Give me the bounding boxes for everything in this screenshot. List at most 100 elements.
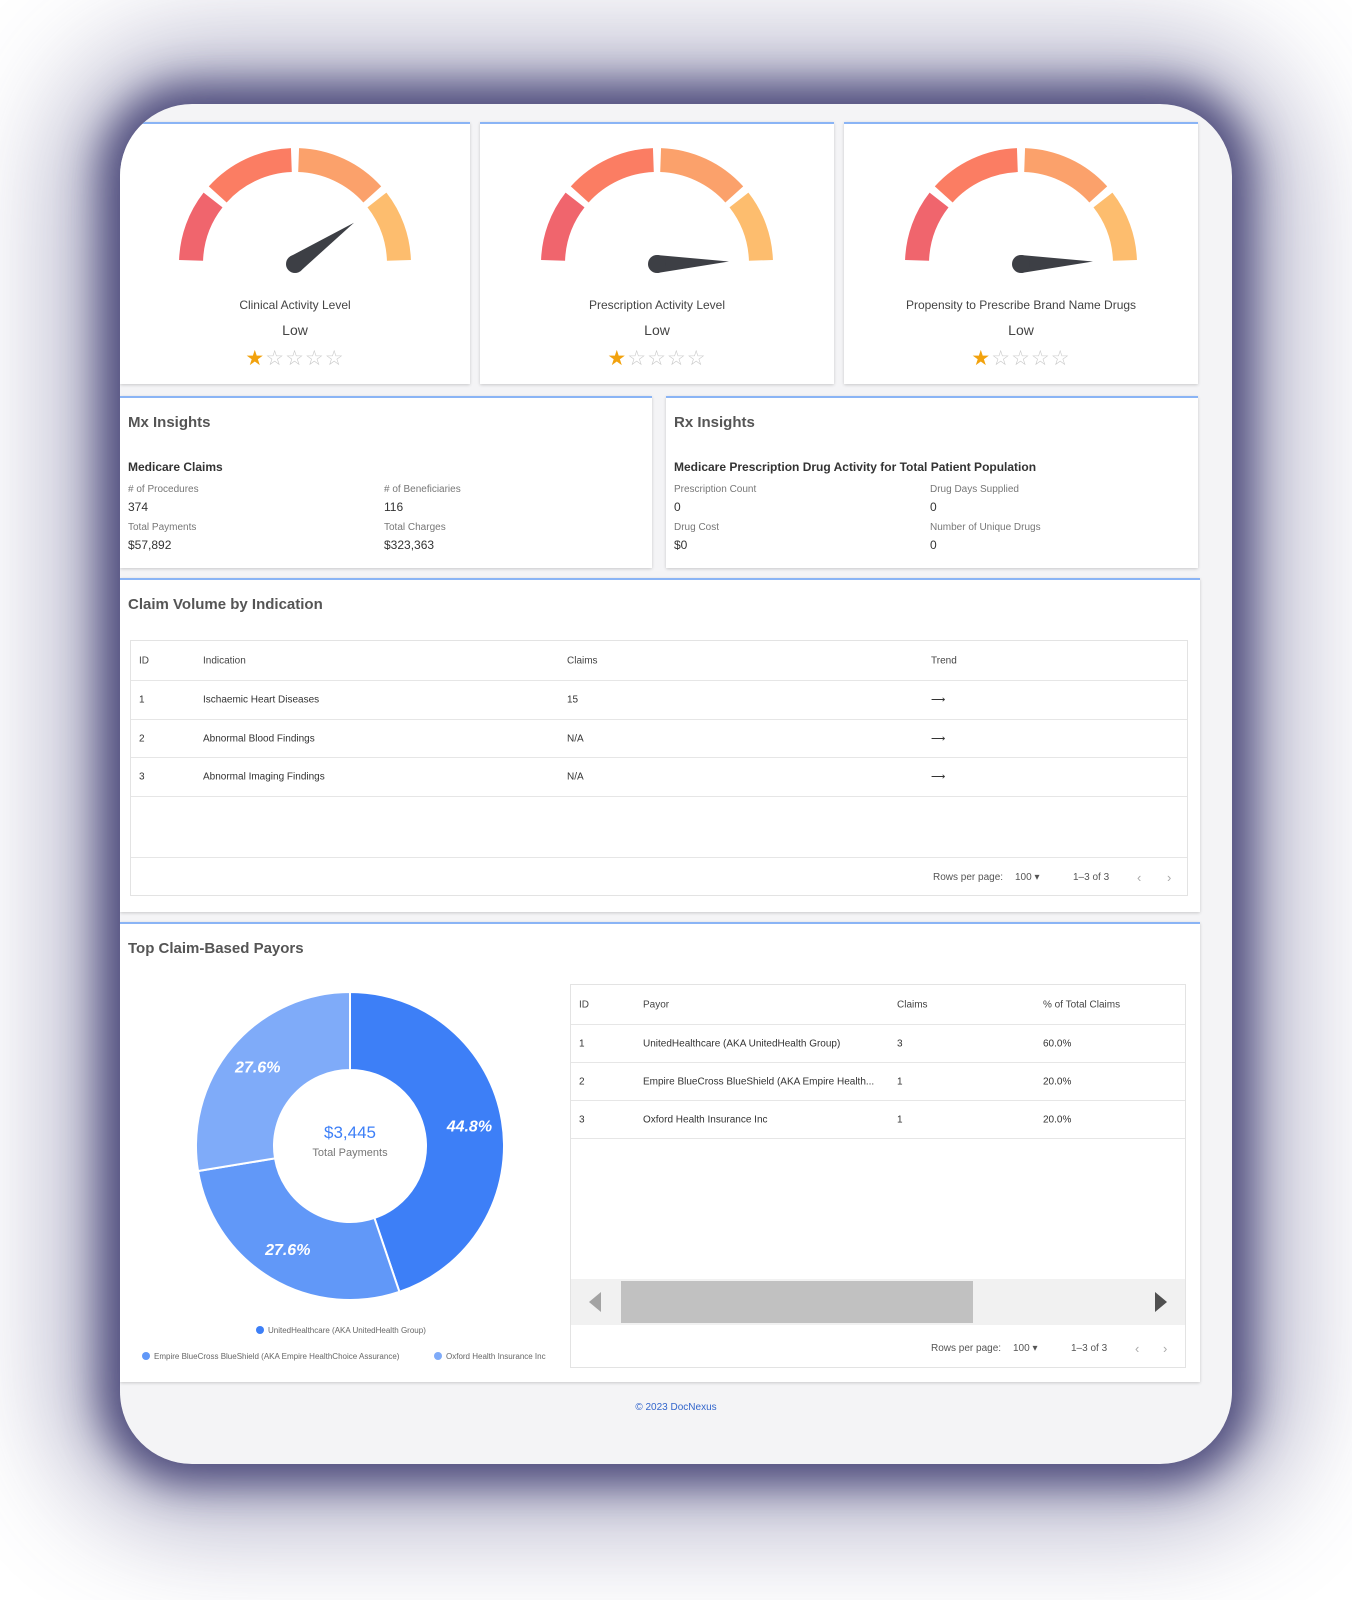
card-title: Claim Volume by Indication	[128, 596, 323, 613]
cell-claims: N/A	[567, 733, 584, 744]
trend-icon: ⟶	[931, 771, 946, 783]
table-row[interactable]: 3 Oxford Health Insurance Inc 1 20.0%	[571, 1101, 1185, 1139]
legend-item[interactable]: UnitedHealthcare (AKA UnitedHealth Group…	[256, 1326, 426, 1335]
col-indication-header[interactable]: Indication	[203, 655, 246, 666]
unique-drugs-label: Number of Unique Drugs	[930, 522, 1041, 533]
page-range: 1–3 of 3	[1071, 1343, 1108, 1354]
prev-page-icon[interactable]: ‹	[1137, 870, 1142, 885]
next-page-icon[interactable]: ›	[1163, 1341, 1168, 1356]
col-id-header[interactable]: ID	[579, 999, 589, 1010]
gauge-segment	[905, 192, 949, 262]
donut-slice-label: 27.6%	[264, 1242, 310, 1259]
star-empty-icon: ☆	[285, 347, 305, 370]
beneficiaries-value: 116	[384, 500, 404, 514]
card-title: Top Claim-Based Payors	[128, 940, 304, 957]
payors-donut-chart: 44.8% 27.6% 27.6% $3,445 Total Payments	[195, 990, 505, 1301]
rows-per-page-select[interactable]: 100 ▾	[1015, 872, 1040, 883]
claim-volume-card: Claim Volume by Indication ID Indication…	[120, 578, 1200, 912]
charges-label: Total Charges	[384, 522, 446, 533]
donut-center-label: Total Payments	[312, 1147, 388, 1159]
scrollbar-thumb[interactable]	[621, 1281, 973, 1323]
rows-per-page-value: 100	[1013, 1343, 1030, 1354]
drug-cost-value: $0	[674, 538, 688, 552]
donut-slice[interactable]	[195, 990, 351, 1173]
rows-per-page-label: Rows per page:	[933, 872, 1004, 883]
legend-label: Empire BlueCross BlueShield (AKA Empire …	[154, 1352, 400, 1361]
page-range: 1–3 of 3	[1073, 872, 1110, 883]
gauge-segment	[934, 148, 1019, 203]
horizontal-scrollbar[interactable]	[571, 1279, 1185, 1325]
table-footer: Rows per page: 100 ▾ 1–3 of 3 ‹ ›	[571, 1329, 1185, 1369]
table-row[interactable]: 2 Abnormal Blood Findings N/A ⟶	[131, 720, 1187, 758]
gauge-needle-hub	[286, 255, 304, 273]
gauge-segment	[179, 192, 223, 262]
star-filled-icon: ★	[971, 347, 992, 370]
gauge-needle-hub	[1012, 255, 1030, 273]
table-footer: Rows per page: 100 ▾ 1–3 of 3 ‹ ›	[131, 857, 1187, 897]
cell-claims: 1	[897, 1114, 903, 1125]
legend-item[interactable]: Oxford Health Insurance Inc	[434, 1352, 546, 1361]
legend-dot-icon	[142, 1352, 150, 1360]
gauge-needle	[1020, 255, 1093, 273]
table-row[interactable]: 3 Abnormal Imaging Findings N/A ⟶	[131, 758, 1187, 797]
gauge-segment	[297, 148, 382, 203]
cell-id: 2	[579, 1076, 585, 1087]
table-row[interactable]: 1 UnitedHealthcare (AKA UnitedHealth Gro…	[571, 1025, 1185, 1063]
col-pct-header[interactable]: % of Total Claims	[1043, 999, 1121, 1010]
star-empty-icon: ☆	[1050, 347, 1071, 370]
gauge-title: Prescription Activity Level	[588, 298, 726, 312]
star-rating: ★☆☆☆☆	[120, 346, 470, 371]
gauge-segment	[729, 192, 773, 262]
donut-slice[interactable]	[349, 990, 505, 1294]
gauge-title: Clinical Activity Level	[239, 298, 351, 312]
footer-copyright[interactable]: © 2023 DocNexus	[635, 1402, 717, 1413]
prev-page-icon[interactable]: ‹	[1135, 1341, 1140, 1356]
col-payor-header[interactable]: Payor	[643, 999, 670, 1010]
rows-per-page-select[interactable]: 100 ▾	[1013, 1343, 1038, 1354]
cell-claims: 1	[897, 1076, 903, 1087]
days-supplied-value: 0	[930, 500, 937, 514]
star-empty-icon: ☆	[991, 347, 1012, 370]
donut-slice[interactable]	[196, 1157, 401, 1301]
cell-payor: Oxford Health Insurance Inc	[643, 1114, 768, 1125]
trend-icon: ⟶	[931, 733, 946, 744]
claims-table: ID Indication Claims Trend 1 Ischaemic H…	[130, 640, 1188, 896]
drug-cost-label: Drug Cost	[674, 522, 720, 533]
col-id-header[interactable]: ID	[139, 655, 149, 666]
beneficiaries-label: # of Beneficiaries	[384, 484, 461, 495]
gauge-level: Low	[644, 322, 670, 338]
cell-id: 1	[139, 694, 145, 706]
payors-table: ID Payor Claims % of Total Claims 1 Unit…	[570, 984, 1186, 1368]
gauge-needle	[289, 222, 354, 272]
col-claims-header[interactable]: Claims	[567, 655, 598, 666]
donut-slice-label: 27.6%	[234, 1060, 280, 1077]
scroll-right-icon[interactable]	[1155, 1292, 1167, 1312]
gauge-segment	[367, 192, 411, 262]
col-trend-header[interactable]: Trend	[931, 655, 957, 666]
cell-id: 3	[139, 771, 145, 783]
rx-count-value: 0	[674, 500, 681, 514]
card-title: Mx Insights	[128, 414, 211, 431]
gauge-segment	[659, 148, 744, 203]
next-page-icon[interactable]: ›	[1167, 870, 1172, 885]
mx-insights-card: Mx Insights Medicare Claims # of Procedu…	[120, 396, 652, 568]
legend-dot-icon	[434, 1352, 442, 1360]
gauge-level: Low	[282, 322, 308, 338]
gauge-segment	[570, 148, 655, 203]
star-empty-icon: ☆	[324, 347, 345, 370]
legend-item[interactable]: Empire BlueCross BlueShield (AKA Empire …	[142, 1352, 399, 1361]
table-row[interactable]: 1 Ischaemic Heart Diseases 15 ⟶	[131, 681, 1187, 720]
col-claims-header[interactable]: Claims	[897, 999, 928, 1010]
scroll-left-icon[interactable]	[589, 1292, 601, 1312]
table-row[interactable]: 2 Empire BlueCross BlueShield (AKA Empir…	[571, 1063, 1185, 1101]
cell-payor: Empire BlueCross BlueShield (AKA Empire …	[643, 1076, 875, 1087]
gauge-segment	[1093, 192, 1137, 262]
cell-claims: 3	[897, 1038, 903, 1049]
cell-id: 3	[579, 1114, 585, 1125]
rx-subtitle: Medicare Prescription Drug Activity for …	[674, 460, 1037, 474]
payors-card: Top Claim-Based Payors 44.8% 27.6% 27.6% $…	[120, 922, 1200, 1382]
cell-claims: N/A	[567, 771, 584, 783]
donut-slice-label: 44.8%	[446, 1118, 492, 1135]
procedures-value: 374	[128, 500, 149, 514]
star-empty-icon: ☆	[1011, 347, 1031, 370]
